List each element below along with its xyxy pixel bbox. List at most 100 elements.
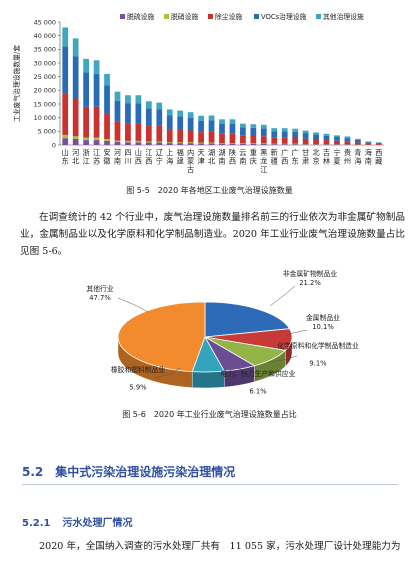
- bar-segment: [344, 136, 351, 139]
- pie-leader-line: [269, 285, 296, 307]
- bar-segment: [250, 143, 257, 144]
- pie-leader-line: [285, 329, 308, 337]
- pie-label-value: 47.7%: [89, 294, 111, 302]
- x-tick-label: 江苏: [93, 148, 100, 166]
- bar-segment: [125, 123, 131, 141]
- bar-segment: [229, 123, 236, 134]
- bar-segment: [114, 141, 121, 145]
- x-tick-label: 广西: [281, 148, 288, 166]
- pie-label-value: 6.1%: [249, 388, 267, 396]
- bar-segment: [145, 141, 152, 143]
- y-tick-label: 40 000: [34, 32, 56, 40]
- bar-segment: [240, 143, 246, 144]
- x-tick-label: 山东: [62, 148, 69, 166]
- pie-slice-side: [192, 370, 225, 389]
- bar-segment: [334, 136, 340, 141]
- x-tick-label: 吉林: [323, 148, 330, 166]
- bar-segment: [334, 140, 340, 145]
- x-tick-label: 云南: [239, 148, 246, 166]
- body-paragraph-industries: 在调查统计的 42 个行业中，废气治理设施数量排名前三的行业依次为非金属矿物制品…: [20, 212, 405, 257]
- bar-segment: [83, 140, 89, 145]
- bar-segment: [281, 131, 288, 138]
- pie-leader-line: [117, 297, 149, 313]
- bar-segment: [93, 137, 100, 141]
- subsection-number: 5.2.1: [22, 518, 51, 529]
- pie-label-value: 9.1%: [309, 360, 327, 368]
- subsection-heading: 5.2.1 污水处理厂情况: [22, 514, 132, 529]
- bar-segment: [125, 95, 131, 104]
- bar-segment: [323, 133, 330, 136]
- x-tick-label: 广东: [292, 148, 299, 166]
- x-tick-label: 海南: [365, 148, 372, 166]
- section-title: 集中式污染治理设施污染治理情况: [55, 465, 236, 479]
- bar-segment: [135, 123, 142, 141]
- x-tick-label: 上海: [166, 148, 173, 166]
- bar-segment: [104, 113, 110, 139]
- bar-segment: [145, 108, 152, 126]
- bar-segment: [177, 116, 184, 130]
- bar-segment: [93, 106, 100, 138]
- bar-segment: [72, 136, 79, 139]
- bar-segment: [208, 115, 215, 121]
- bar-segment: [93, 73, 100, 107]
- bar-segment: [219, 143, 225, 144]
- x-tick-label: 陕西: [229, 148, 236, 166]
- legend-label: 脱硫设施: [127, 12, 154, 21]
- bar-segment: [271, 144, 278, 145]
- bar-segment: [250, 143, 257, 145]
- bar-segment: [250, 127, 257, 136]
- legend-swatch: [164, 14, 169, 19]
- legend-label: VOCs治理设施: [261, 12, 307, 21]
- bar-segment: [229, 143, 236, 144]
- bar-segment: [375, 142, 382, 144]
- x-tick-label: 江西: [145, 148, 152, 166]
- x-tick-label: 辽宁: [156, 148, 163, 166]
- bar-segment: [166, 109, 173, 116]
- bar-segment: [292, 138, 299, 144]
- x-tick-label: 宁夏: [333, 148, 340, 166]
- section-heading: 5.2 集中式污染治理设施污染治理情况: [22, 463, 235, 480]
- legend-label: 脱硝设施: [171, 12, 198, 21]
- bar-segment: [281, 137, 288, 144]
- bar-segment: [177, 142, 184, 144]
- pie-leader-line: [231, 365, 251, 373]
- bar-segment: [72, 98, 79, 137]
- y-tick-label: 5 000: [38, 128, 56, 136]
- pie-label-name: 金属制品业: [306, 313, 340, 322]
- x-tick-label: 四川: [124, 148, 131, 166]
- bar-segment: [198, 143, 204, 145]
- pie-label-value: 10.1%: [312, 323, 334, 331]
- bar-segment: [187, 112, 194, 118]
- x-tick-label: 新疆: [271, 148, 278, 166]
- bar-segment: [104, 140, 110, 145]
- figure-5-6-caption: 图 5-6 2020 年工业行业废气治理设施数量占比: [122, 410, 297, 419]
- bar-segment: [344, 141, 351, 145]
- bar-segment: [62, 27, 69, 47]
- bar-segment: [135, 140, 142, 143]
- bar-segment: [166, 115, 173, 130]
- bar-segment: [104, 138, 110, 141]
- pie-label-value: 21.2%: [299, 279, 321, 287]
- bar-segment: [334, 135, 340, 137]
- bar-segment: [240, 123, 246, 128]
- bar-segment: [219, 143, 225, 145]
- bar-segment: [125, 103, 131, 124]
- bar-segment: [145, 142, 152, 145]
- bar-segment: [260, 143, 267, 144]
- bar-segment: [302, 138, 309, 145]
- bar-segment: [187, 143, 194, 145]
- bar-segment: [83, 58, 89, 73]
- bar-segment: [375, 143, 382, 145]
- region-bar-chart: 45 000 40 000 35 000 30 000 25 000 20 000 15 0…: [12, 12, 384, 174]
- bar-segment: [198, 142, 204, 144]
- pie-leader-line: [267, 355, 298, 363]
- legend-label: 除尘设施: [215, 12, 242, 21]
- bar-segment: [240, 135, 246, 144]
- x-tick-label: 湖南: [218, 148, 225, 166]
- bar-segment: [145, 125, 152, 142]
- bar-segment: [156, 141, 163, 143]
- bar-segment: [187, 117, 194, 131]
- section-rule: [22, 484, 398, 485]
- x-tick-label: 青海: [354, 148, 361, 166]
- bar-segment: [93, 140, 100, 145]
